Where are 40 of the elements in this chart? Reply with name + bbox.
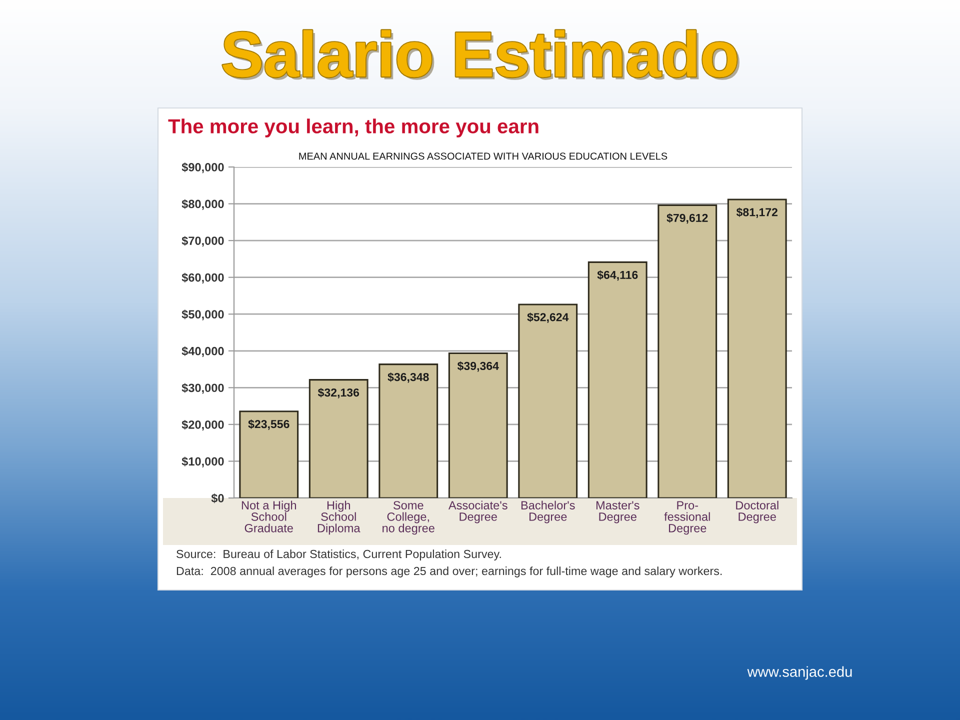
text: www.sanjac.edu (747, 666, 852, 680)
y-tick-label: $60,000 (182, 272, 224, 284)
x-tick-label: Bachelor's Degree (521, 500, 575, 524)
text: MEAN ANNUAL EARNINGS ASSOCIATED WITH VARIOUS EDUCATION LEVELS (299, 152, 668, 160)
y-tick-label: $40,000 (182, 346, 224, 357)
chart-title: Salario Estimado (222, 30, 740, 80)
y-tick-label: $90,000 (182, 162, 224, 174)
x-tick-label: Pro- fessional Degree (664, 501, 710, 535)
data-label: $23,556 (248, 420, 290, 430)
bar (658, 204, 718, 498)
y-tick-label: $30,000 (182, 383, 224, 394)
x-tick-label: Associate's Degree (448, 500, 508, 524)
y-tick-label: $10,000 (182, 456, 224, 468)
bar (239, 410, 299, 498)
x-tick-label: Some College, no degree (382, 501, 434, 535)
source-note: Source: Bureau of Labor Statistics, Current Population Survey. (176, 550, 501, 560)
y-tick-label: $70,000 (182, 236, 224, 247)
data-label: $64,116 (597, 270, 638, 281)
x-tick-label: Not a High School Graduate (242, 500, 296, 532)
data-label: $32,136 (318, 388, 360, 398)
y-tick-label: $80,000 (182, 199, 224, 210)
x-tick-label: High School Diploma (318, 500, 360, 535)
chart-subtitle: The more you learn, the more you earn (168, 118, 538, 138)
x-tick-label: Master's Degree (596, 501, 640, 524)
bar (378, 364, 438, 498)
data-label: $81,172 (736, 208, 778, 218)
bar (308, 379, 368, 498)
data-label: $79,612 (666, 213, 708, 224)
y-tick-label: $20,000 (182, 420, 224, 431)
data-label: $39,364 (457, 361, 499, 372)
y-tick-label: $0 (211, 494, 224, 504)
data-label: $36,348 (388, 372, 429, 383)
text: Data: 2008 annual averages for persons age 25 and over; earnings for full-time wage and salary workers. (176, 566, 722, 578)
bar (588, 261, 648, 498)
bar (448, 352, 508, 498)
y-tick-label: $50,000 (182, 310, 224, 320)
data-label: $52,624 (527, 312, 569, 323)
bar (727, 198, 787, 498)
bar (518, 304, 578, 498)
x-tick-label: Doctoral Degree (736, 500, 778, 524)
